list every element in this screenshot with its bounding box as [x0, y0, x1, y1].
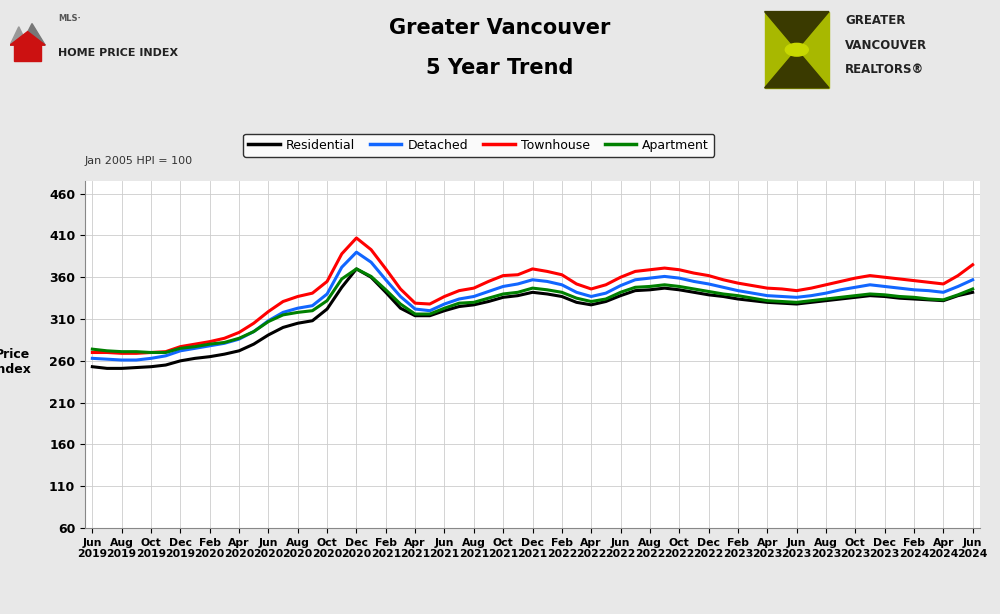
Line: Residential: Residential: [92, 269, 973, 368]
Detached: [967, 276, 979, 284]
Text: GREATER: GREATER: [845, 14, 905, 27]
Townhouse: [116, 349, 128, 357]
Townhouse: [585, 286, 597, 293]
Polygon shape: [10, 31, 45, 45]
Townhouse: [306, 289, 318, 297]
Polygon shape: [21, 23, 45, 45]
Apartment: [967, 286, 979, 293]
Line: Detached: Detached: [92, 252, 973, 360]
Apartment: [585, 298, 597, 305]
Text: 5 Year Trend: 5 Year Trend: [426, 58, 574, 78]
Apartment: [424, 310, 436, 317]
Residential: [306, 317, 318, 324]
Apartment: [277, 311, 289, 319]
Apartment: [350, 265, 362, 273]
Townhouse: [86, 349, 98, 356]
Residential: [424, 312, 436, 319]
Polygon shape: [10, 27, 28, 45]
Detached: [879, 283, 891, 290]
Ellipse shape: [785, 44, 808, 56]
Text: MLS·: MLS·: [58, 14, 81, 23]
Text: HOME PRICE INDEX: HOME PRICE INDEX: [58, 47, 179, 58]
Apartment: [879, 291, 891, 298]
Residential: [86, 363, 98, 370]
Detached: [277, 309, 289, 316]
Detached: [306, 302, 318, 309]
Line: Townhouse: Townhouse: [92, 238, 973, 353]
Residential: [879, 293, 891, 300]
Polygon shape: [765, 50, 829, 88]
Residential: [967, 289, 979, 296]
Text: REALTORS®: REALTORS®: [845, 63, 924, 76]
Text: Greater Vancouver: Greater Vancouver: [389, 18, 611, 39]
Apartment: [306, 307, 318, 314]
Legend: Residential, Detached, Townhouse, Apartment: Residential, Detached, Townhouse, Apartm…: [243, 134, 714, 157]
Bar: [765, 12, 829, 88]
Detached: [585, 293, 597, 300]
Townhouse: [967, 261, 979, 268]
Detached: [350, 249, 362, 256]
Apartment: [145, 349, 157, 356]
Residential: [644, 286, 656, 293]
Townhouse: [879, 274, 891, 281]
Townhouse: [277, 298, 289, 305]
Residential: [350, 265, 362, 273]
Line: Apartment: Apartment: [92, 269, 973, 352]
Apartment: [86, 346, 98, 353]
Detached: [86, 355, 98, 362]
Residential: [101, 365, 113, 372]
Detached: [116, 356, 128, 363]
Bar: [14, 45, 41, 61]
Text: VANCOUVER: VANCOUVER: [845, 39, 927, 52]
Townhouse: [644, 266, 656, 273]
Detached: [424, 307, 436, 314]
Text: Price
Index: Price Index: [0, 348, 31, 376]
Townhouse: [350, 235, 362, 242]
Residential: [585, 301, 597, 308]
Townhouse: [424, 300, 436, 308]
Residential: [277, 324, 289, 331]
Apartment: [644, 283, 656, 290]
Text: Jan 2005 HPI = 100: Jan 2005 HPI = 100: [85, 155, 193, 166]
Detached: [644, 274, 656, 282]
Polygon shape: [765, 12, 829, 50]
